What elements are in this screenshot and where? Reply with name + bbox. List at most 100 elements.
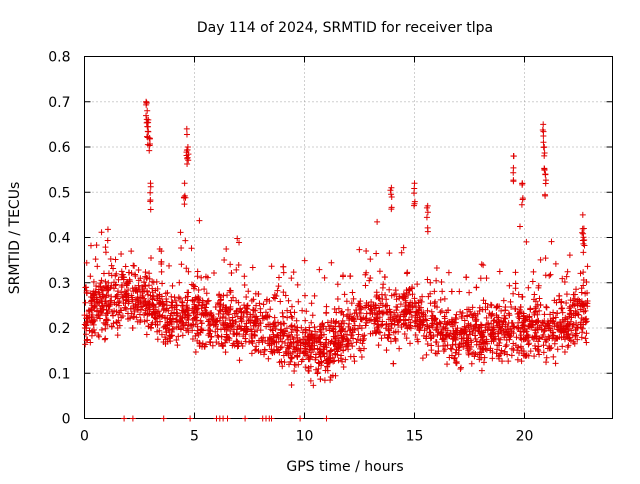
data-point xyxy=(270,338,277,345)
data-point xyxy=(527,348,534,355)
data-point xyxy=(183,265,190,272)
data-point xyxy=(403,335,410,342)
data-point xyxy=(280,263,287,270)
data-point xyxy=(108,323,115,330)
data-point xyxy=(506,336,513,343)
data-point xyxy=(249,340,256,347)
data-point xyxy=(179,309,186,316)
data-point xyxy=(223,334,230,341)
data-point xyxy=(260,301,267,308)
data-point xyxy=(98,303,105,310)
data-point xyxy=(162,324,169,331)
data-point xyxy=(377,329,384,336)
data-point xyxy=(298,324,305,331)
data-point xyxy=(281,359,288,366)
data-point xyxy=(244,302,251,309)
data-point xyxy=(503,342,510,349)
data-point xyxy=(275,332,282,339)
data-point xyxy=(95,333,102,340)
data-point xyxy=(434,321,441,328)
data-point xyxy=(114,288,121,295)
data-point xyxy=(150,308,157,315)
data-point xyxy=(252,290,259,297)
data-point xyxy=(113,293,120,300)
data-point xyxy=(227,328,234,335)
data-point xyxy=(584,263,591,270)
data-point xyxy=(573,286,580,293)
data-point xyxy=(82,341,89,348)
data-point xyxy=(314,370,321,377)
data-point xyxy=(546,324,553,331)
data-point xyxy=(227,261,234,268)
data-point xyxy=(443,332,450,339)
data-point xyxy=(87,319,94,326)
data-point xyxy=(522,352,529,359)
data-point xyxy=(458,314,465,321)
data-point xyxy=(146,147,153,154)
data-point xyxy=(84,336,91,343)
data-point xyxy=(321,274,328,281)
data-point xyxy=(431,288,438,295)
data-point xyxy=(123,291,130,298)
data-point xyxy=(236,239,243,246)
data-point xyxy=(343,343,350,350)
data-point xyxy=(275,283,282,290)
data-point xyxy=(183,125,190,132)
data-point xyxy=(217,308,224,315)
data-point xyxy=(136,318,143,325)
data-point xyxy=(345,337,352,344)
data-point xyxy=(293,332,300,339)
data-point xyxy=(468,311,475,318)
data-point xyxy=(194,268,201,275)
data-point xyxy=(124,310,131,317)
data-point xyxy=(205,318,212,325)
data-point xyxy=(421,327,428,334)
data-point xyxy=(178,261,185,268)
data-point xyxy=(267,326,274,333)
data-point xyxy=(402,306,409,313)
data-point xyxy=(266,313,273,320)
data-point xyxy=(253,343,260,350)
data-point xyxy=(362,282,369,289)
y-tick-label: 0.2 xyxy=(48,321,70,337)
data-point xyxy=(181,194,188,201)
data-point xyxy=(95,300,102,307)
data-point xyxy=(168,293,175,300)
data-point xyxy=(337,355,344,362)
data-point xyxy=(238,318,245,325)
data-point xyxy=(284,307,291,314)
data-point xyxy=(321,344,328,351)
data-point xyxy=(564,268,571,275)
data-point xyxy=(275,319,282,326)
data-point xyxy=(243,313,250,320)
data-point xyxy=(396,345,403,352)
data-point xyxy=(353,339,360,346)
data-point xyxy=(433,277,440,284)
data-point xyxy=(127,305,134,312)
data-point xyxy=(580,269,587,276)
data-point xyxy=(189,336,196,343)
data-point xyxy=(156,246,163,253)
data-point xyxy=(501,314,508,321)
data-point xyxy=(307,363,314,370)
data-point xyxy=(170,325,177,332)
data-point xyxy=(300,336,307,343)
data-point xyxy=(268,415,275,422)
data-point xyxy=(472,350,479,357)
data-point xyxy=(373,250,380,257)
data-point xyxy=(385,335,392,342)
data-point xyxy=(179,299,186,306)
data-point xyxy=(546,272,553,279)
data-point xyxy=(181,314,188,321)
data-point xyxy=(489,349,496,356)
data-point xyxy=(168,299,175,306)
data-point xyxy=(466,328,473,335)
data-point xyxy=(416,326,423,333)
data-point xyxy=(131,308,138,315)
data-point xyxy=(111,279,118,286)
data-point xyxy=(564,344,571,351)
data-point xyxy=(351,318,358,325)
data-point xyxy=(548,238,555,245)
data-point xyxy=(525,284,532,291)
data-point xyxy=(184,161,191,168)
